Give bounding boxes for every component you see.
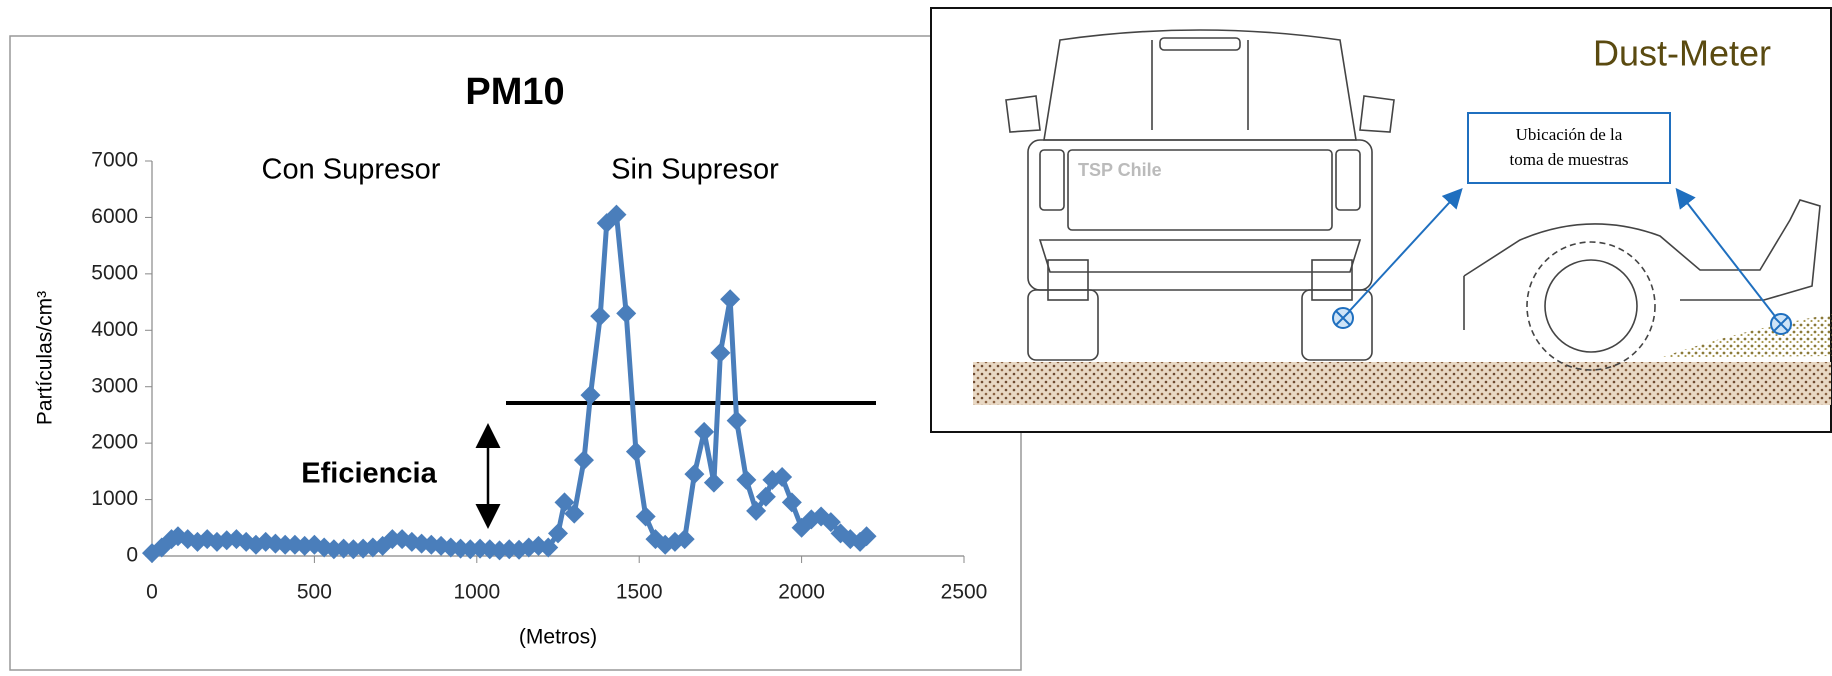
- data-point: [616, 303, 637, 324]
- y-tick-label: 2000: [91, 431, 138, 454]
- x-tick-label: 2000: [778, 581, 825, 604]
- annotation: Eficiencia: [301, 458, 437, 490]
- data-point: [694, 421, 715, 442]
- pointer-arrow: [1342, 188, 1463, 319]
- x-tick-label: 1000: [453, 581, 500, 604]
- y-tick-label: 0: [126, 544, 138, 567]
- callout-box: [1467, 112, 1671, 184]
- data-point: [606, 204, 627, 225]
- x-tick-label: 1500: [616, 581, 663, 604]
- data-point: [781, 492, 802, 513]
- pointer-arrow: [1675, 187, 1782, 325]
- x-tick-label: 500: [297, 581, 332, 604]
- ground: [973, 362, 1831, 405]
- data-point: [726, 410, 747, 431]
- data-point: [720, 289, 741, 310]
- data-point: [801, 509, 822, 530]
- data-point: [564, 503, 585, 524]
- data-point: [499, 539, 520, 560]
- data-point: [635, 506, 656, 527]
- data-point: [746, 500, 767, 521]
- data-point: [625, 441, 646, 462]
- data-point: [755, 486, 776, 507]
- diagram-title: Dust-Meter: [1593, 33, 1771, 74]
- data-point: [580, 385, 601, 406]
- chart-title: PM10: [465, 71, 564, 113]
- truck-side: [1463, 199, 1821, 371]
- data-point: [772, 467, 793, 487]
- brand-label: TSP Chile: [1078, 160, 1162, 180]
- callout-text: Ubicación de la: [1516, 125, 1623, 144]
- chart-frame: [9, 35, 1022, 671]
- x-tick-label: 0: [146, 581, 158, 604]
- x-tick-label: 2500: [941, 581, 988, 604]
- y-tick-label: 6000: [91, 205, 138, 228]
- data-point: [554, 492, 575, 513]
- annotation: Sin Supresor: [611, 154, 779, 186]
- callout-text: toma de muestras: [1510, 150, 1629, 169]
- y-tick-label: 7000: [91, 149, 138, 172]
- y-axis-label: Partículas/cm³: [34, 291, 57, 425]
- data-point: [856, 526, 877, 547]
- y-tick-label: 1000: [91, 487, 138, 510]
- diagram-frame: [930, 7, 1832, 433]
- data-point: [710, 342, 731, 363]
- y-tick-label: 4000: [91, 318, 138, 341]
- y-tick-label: 5000: [91, 261, 138, 284]
- data-point: [548, 523, 568, 544]
- chart: PM10 Con Supresor Sin Supresor Eficienci…: [9, 35, 1022, 671]
- data-point: [590, 306, 611, 327]
- x-axis-label: (Metros): [519, 626, 597, 649]
- diagram: TSP Chile Ubicación de la toma de muestr…: [930, 7, 1832, 433]
- annotation: Con Supresor: [262, 154, 441, 186]
- data-point: [573, 450, 594, 471]
- data-point: [820, 512, 841, 533]
- data-point: [538, 537, 559, 558]
- data-point: [703, 472, 724, 493]
- data-point: [674, 529, 695, 550]
- sample-point: [1332, 307, 1792, 335]
- y-tick-label: 3000: [91, 374, 138, 397]
- data-point: [736, 469, 757, 490]
- data-point: [684, 464, 705, 485]
- truck-rear: [1005, 29, 1395, 361]
